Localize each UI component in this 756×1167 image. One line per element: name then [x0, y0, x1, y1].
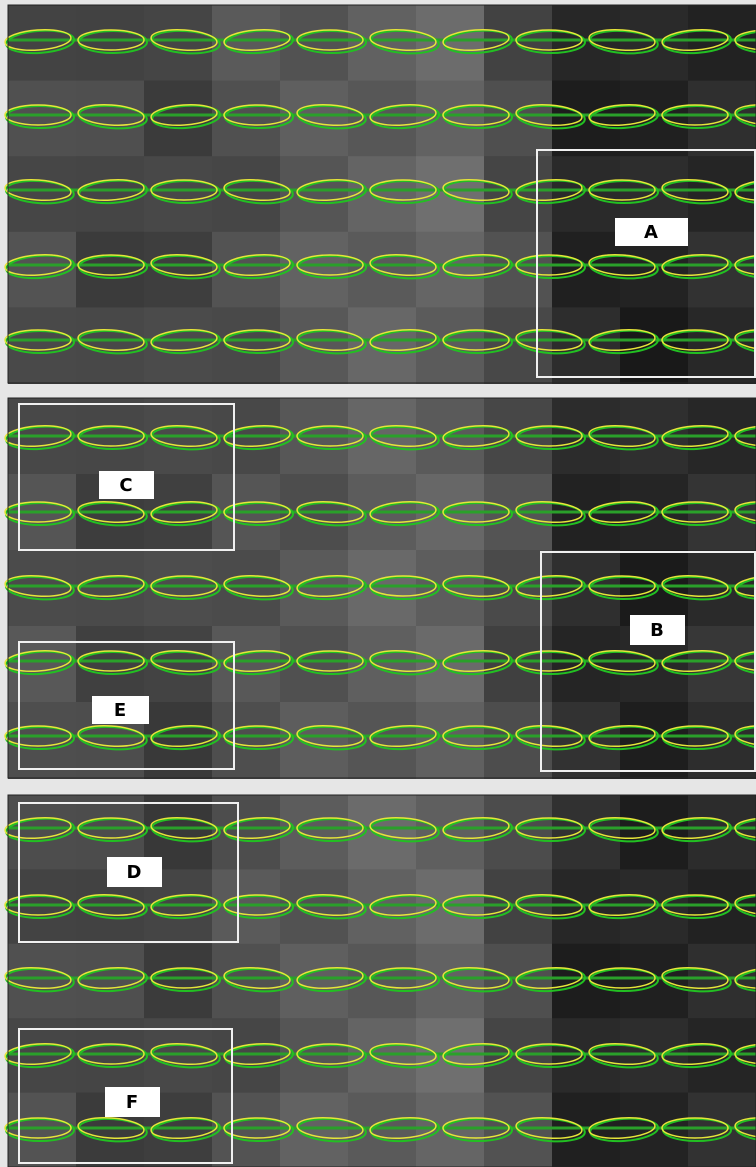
- region-label: B: [650, 620, 664, 641]
- background-block: [76, 626, 145, 703]
- background-block: [416, 1018, 485, 1093]
- background-block: [688, 81, 756, 158]
- background-block: [552, 1093, 621, 1167]
- background-block: [348, 869, 417, 944]
- background-block: [348, 1093, 417, 1167]
- background-block: [8, 944, 77, 1019]
- background-block: [212, 81, 281, 158]
- background-block: [8, 550, 77, 627]
- background-block: [552, 702, 621, 779]
- background-block: [552, 626, 621, 703]
- background-block: [8, 232, 77, 309]
- background-block: [280, 1093, 349, 1167]
- background-block: [620, 1093, 689, 1167]
- background-block: [76, 5, 145, 82]
- region-label: D: [127, 862, 142, 883]
- background-block: [348, 626, 417, 703]
- background-block: [212, 550, 281, 627]
- region-label: E: [114, 700, 126, 721]
- background-block: [484, 156, 553, 233]
- background-block: [552, 156, 621, 233]
- background-block: [144, 944, 213, 1019]
- background-block: [416, 702, 485, 779]
- background-block: [76, 81, 145, 158]
- background-block: [212, 702, 281, 779]
- background-block: [688, 702, 756, 779]
- background-block: [8, 156, 77, 233]
- background-block: [348, 156, 417, 233]
- background-block: [688, 550, 756, 627]
- background-block: [552, 81, 621, 158]
- background-block: [552, 1018, 621, 1093]
- background-block: [688, 869, 756, 944]
- background-block: [348, 81, 417, 158]
- background-block: [280, 81, 349, 158]
- background-block: [8, 81, 77, 158]
- background-block: [348, 307, 417, 384]
- background-block: [552, 307, 621, 384]
- background-block: [212, 1093, 281, 1167]
- background-block: [76, 944, 145, 1019]
- background-block: [212, 307, 281, 384]
- background-block: [552, 550, 621, 627]
- background-block: [212, 869, 281, 944]
- background-block: [212, 5, 281, 82]
- background-block: [416, 626, 485, 703]
- background-block: [280, 1018, 349, 1093]
- background-block: [416, 1093, 485, 1167]
- background-block: [280, 702, 349, 779]
- background-block: [552, 944, 621, 1019]
- background-block: [688, 944, 756, 1019]
- background-block: [212, 795, 281, 870]
- background-block: [144, 550, 213, 627]
- background-block: [688, 156, 756, 233]
- background-block: [212, 626, 281, 703]
- background-block: [552, 232, 621, 309]
- background-block: [552, 795, 621, 870]
- region-label: F: [126, 1092, 138, 1113]
- background-block: [416, 81, 485, 158]
- background-block: [688, 232, 756, 309]
- background-block: [76, 550, 145, 627]
- background-block: [552, 5, 621, 82]
- background-block: [76, 156, 145, 233]
- background-block: [144, 702, 213, 779]
- figure: A C B E D F: [0, 0, 756, 1167]
- background-block: [484, 307, 553, 384]
- background-block: [416, 795, 485, 870]
- background-block: [620, 869, 689, 944]
- background-block: [212, 156, 281, 233]
- background-block: [416, 869, 485, 944]
- background-block: [416, 5, 485, 82]
- background-block: [144, 81, 213, 158]
- background-block: [76, 232, 145, 309]
- background-block: [416, 550, 485, 627]
- background-block: [348, 5, 417, 82]
- background-block: [348, 702, 417, 779]
- background-block: [484, 1018, 553, 1093]
- background-block: [688, 1093, 756, 1167]
- panels: [4, 5, 756, 1167]
- background-block: [212, 232, 281, 309]
- background-block: [552, 869, 621, 944]
- background-block: [620, 944, 689, 1019]
- background-block: [280, 156, 349, 233]
- background-block: [212, 944, 281, 1019]
- region-label: A: [644, 222, 658, 243]
- background-block: [416, 232, 485, 309]
- background-block: [484, 944, 553, 1019]
- background-block: [280, 869, 349, 944]
- region-label: C: [119, 475, 132, 496]
- background-block: [416, 944, 485, 1019]
- background-block: [688, 1018, 756, 1093]
- background-block: [348, 1018, 417, 1093]
